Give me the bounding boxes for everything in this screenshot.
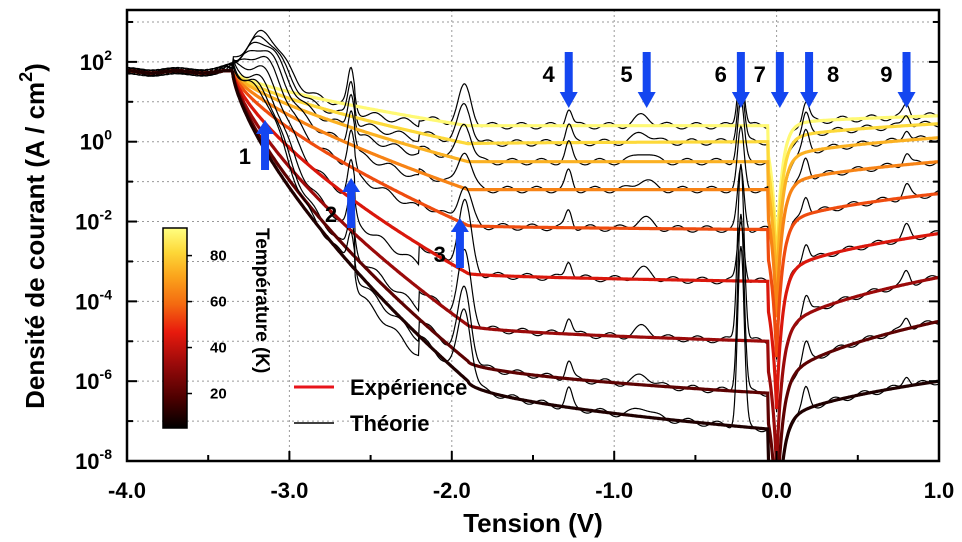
colorbar-tick-label: 80 [210,248,227,265]
marker-arrow-6: 6 [715,52,750,108]
colorbar-ticks: 20 40 60 80 [187,248,227,403]
x-tick-label: -1.0 [595,478,633,503]
markers: 1 2 3 4 5 6 7 8 9 [239,52,916,268]
theory-curve [127,35,939,267]
experiment-curve [127,69,939,358]
x-tick-labels: -4.0 -3.0 -2.0 -1.0 0.0 1.0 [108,478,954,503]
colorbar-tick-label: 20 [210,386,227,403]
experiment-curve [127,69,939,270]
experiment-curve [127,69,939,410]
experiment-curve [127,69,939,318]
marker-label: 3 [434,242,446,267]
arrow-head [450,218,469,232]
marker-label: 2 [325,202,337,227]
y-tick-labels: 10-8 10-6 10-4 10-2 100 102 [75,47,112,474]
theory-curve [127,29,939,254]
marker-arrow-4: 4 [542,52,578,108]
arrow-shaft [564,52,573,94]
colorbar-tick-label: 40 [210,340,227,357]
arrow-shaft [736,52,745,94]
arrow-head [559,92,578,108]
colorbar-tick-label: 60 [210,294,227,311]
theory-curve [127,60,939,461]
marker-label: 5 [620,62,632,87]
marker-label: 8 [827,62,839,87]
theory-curve [127,55,939,360]
marker-arrow-3: 3 [434,218,469,268]
marker-arrow-5: 5 [620,52,656,108]
y-tick-label: 10-6 [75,366,112,394]
y-tick-label: 10-2 [75,207,112,235]
arrow-head [637,92,656,108]
legend-label-theory: Théorie [350,411,429,436]
y-tick-label: 100 [80,127,112,155]
arrow-head [800,92,819,108]
marker-label: 9 [880,62,892,87]
arrow-head [256,120,275,134]
x-tick-label: -3.0 [270,478,308,503]
arrow-shaft [261,132,270,170]
arrow-shaft [347,190,356,228]
x-axis-title: Tension (V) [463,508,603,538]
y-tick-label: 10-8 [75,446,112,474]
curves [127,29,939,461]
y-tick-label: 102 [80,47,112,75]
arrow-head [731,92,750,108]
arrow-shaft [455,230,464,268]
colorbar-title: Température (K) [251,228,272,373]
x-tick-label: 1.0 [924,478,955,503]
marker-arrow-7: 7 [754,52,789,108]
marker-arrow-8: 8 [800,52,839,108]
marker-label: 1 [239,144,251,169]
arrow-shaft [805,52,814,94]
theory-curve [127,50,939,317]
marker-arrow-1: 1 [239,120,275,170]
arrow-shaft [775,52,784,94]
x-tick-label: -2.0 [433,478,471,503]
arrow-head [770,92,789,108]
arrow-shaft [902,52,911,94]
x-tick-label: 0.0 [761,478,792,503]
ticks [126,20,940,462]
marker-arrow-9: 9 [880,52,916,108]
y-tick-label: 10-4 [75,286,112,314]
arrow-head [342,178,361,192]
marker-label: 7 [754,62,766,87]
legend-label-experience: Expérience [350,375,467,400]
marker-arrow-2: 2 [325,178,361,228]
experiment-curve [127,69,939,461]
x-tick-label: -4.0 [108,478,146,503]
colorbar [162,227,188,429]
y-axis-title: Densité de courant (A / cm2) [16,63,50,409]
theory-curve [127,57,939,461]
experiment-curve [127,69,939,290]
experiment-curve [127,69,939,461]
arrow-shaft [642,52,651,94]
marker-label: 6 [715,62,727,87]
experiment-curve [127,69,939,461]
marker-label: 4 [542,62,555,87]
arrow-head [897,92,916,108]
experiment-curve [127,69,939,254]
